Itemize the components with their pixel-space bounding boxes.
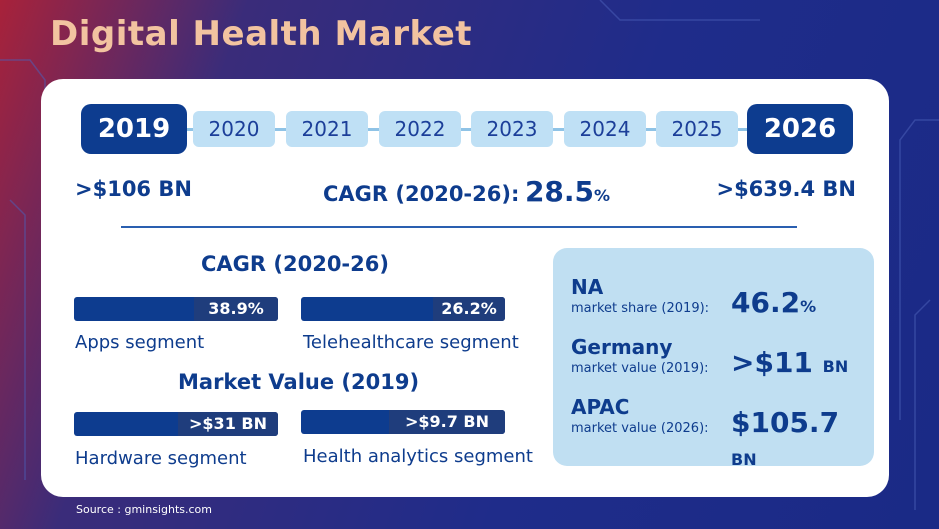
health-analytics-segment-value: >$9.7 BN <box>389 410 505 434</box>
cagr-summary-unit: % <box>594 186 611 205</box>
region-apac-unit: BN <box>731 450 757 469</box>
region-na-value-group: 46.2% <box>731 286 816 319</box>
cagr-summary-label: CAGR (2020-26): <box>323 182 520 206</box>
apps-segment-bar: 38.9% <box>74 297 278 321</box>
year-timeline: 2019 2020 2021 2022 2023 2024 2025 2026 <box>81 104 853 154</box>
region-na-unit: % <box>800 297 817 316</box>
region-apac-name: APAC <box>571 395 630 419</box>
region-na-value: 46.2 <box>731 286 801 319</box>
telehealthcare-segment-bar: 26.2% <box>301 297 505 321</box>
cagr-section-title: CAGR (2020-26) <box>201 252 389 276</box>
market-value-section-title: Market Value (2019) <box>178 370 420 394</box>
region-germany-desc: market value (2019): <box>571 361 709 376</box>
timeline-line <box>141 128 791 131</box>
region-germany-value: >$11 <box>731 346 813 379</box>
health-analytics-segment-label: Health analytics segment <box>303 446 533 467</box>
apps-segment-label: Apps segment <box>75 332 205 353</box>
hardware-segment-bar: >$31 BN <box>74 412 278 436</box>
telehealthcare-segment-label: Telehealthcare segment <box>303 332 519 353</box>
regional-stats-panel: NA market share (2019): 46.2% Germany ma… <box>553 248 874 469</box>
year-item: 2023 <box>471 111 553 147</box>
region-germany-name: Germany <box>571 335 673 359</box>
year-start: 2019 <box>81 104 187 154</box>
apps-segment-value: 38.9% <box>194 297 278 321</box>
region-apac-value: $105.7 <box>731 406 840 439</box>
end-value: >$639.4 BN <box>716 177 856 201</box>
year-item: 2021 <box>286 111 368 147</box>
source-text: Source : gminsights.com <box>76 503 212 516</box>
hardware-segment-label: Hardware segment <box>75 448 247 469</box>
start-value: >$106 BN <box>75 177 192 201</box>
region-germany-unit: BN <box>822 357 849 376</box>
region-germany-value-group: >$11 BN <box>731 346 848 379</box>
page-title: Digital Health Market <box>50 14 473 54</box>
main-card: 2019 2020 2021 2022 2023 2024 2025 2026 … <box>41 79 889 497</box>
hardware-segment-value: >$31 BN <box>178 412 278 436</box>
region-na-desc: market share (2019): <box>571 301 710 316</box>
health-analytics-segment-bar: >$9.7 BN <box>301 410 505 434</box>
region-apac-value-group: $105.7 BN <box>731 406 874 472</box>
year-item: 2024 <box>564 111 646 147</box>
cagr-summary-value: 28.5 <box>524 175 595 208</box>
telehealthcare-segment-value: 26.2% <box>433 297 505 321</box>
year-item: 2022 <box>379 111 461 147</box>
divider <box>121 226 797 228</box>
region-na-name: NA <box>571 275 604 299</box>
year-item: 2020 <box>193 111 275 147</box>
cagr-summary: CAGR (2020-26): 28.5% <box>323 175 610 208</box>
region-apac-desc: market value (2026): <box>571 421 709 436</box>
year-end: 2026 <box>747 104 853 154</box>
year-item: 2025 <box>656 111 738 147</box>
